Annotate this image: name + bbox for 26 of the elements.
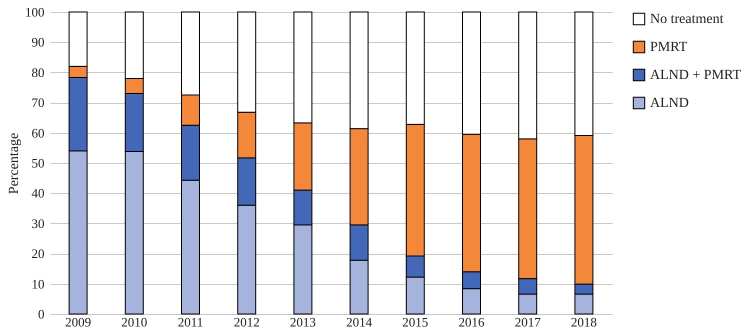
y-tick-label: 70 [32,95,44,110]
legend-label: ALND + PMRT [650,68,742,83]
y-tick-label: 10 [32,276,44,292]
x-tick-label: 2015 [402,314,428,327]
x-tick-label: 2010 [121,314,148,327]
y-tick-label: 50 [32,156,44,170]
y-tick-label: 30 [32,216,44,231]
y-tick-label: 0 [38,306,44,322]
y-tick-label: 90 [32,34,44,50]
y-tick-label: 100 [25,4,44,20]
x-tick-label: 2012 [234,314,260,327]
x-tick-label: 2013 [290,314,316,327]
legend-label: PMRT [650,40,688,55]
y-tick-label: 20 [32,246,44,262]
y-tick-label: 40 [32,186,44,201]
x-tick-label: 2014 [346,314,373,327]
x-tick-label: 2017 [514,314,542,327]
x-tick-label: 2009 [65,314,92,327]
x-tick-label: 2018 [570,314,597,327]
y-tick-label: 60 [32,125,44,140]
y-axis-title: Percentage [7,132,22,194]
legend-label: No treatment [650,12,724,27]
x-tick-label: 2016 [458,314,485,327]
x-tick-label: 2011 [178,314,204,327]
legend-label: ALND [650,96,689,111]
y-tick-label: 80 [32,64,44,80]
